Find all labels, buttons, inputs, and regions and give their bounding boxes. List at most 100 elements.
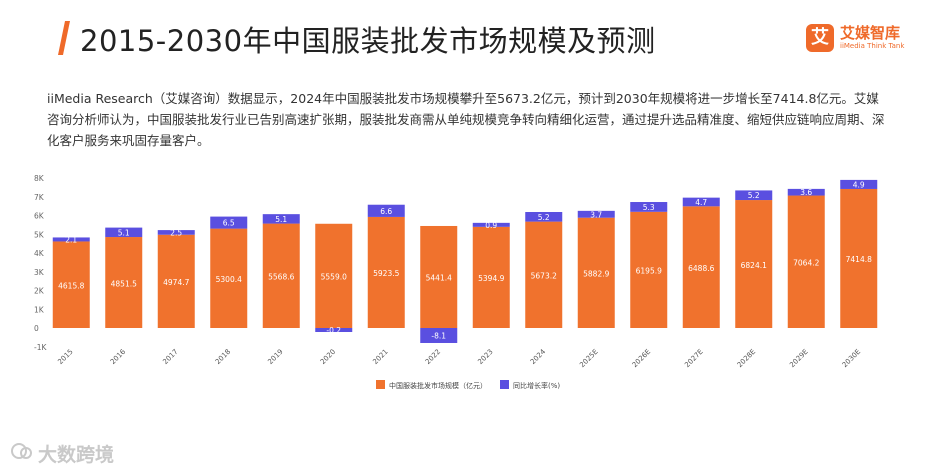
title-accent-slash bbox=[58, 21, 70, 55]
growth-rate-label: 2.5 bbox=[170, 228, 182, 237]
growth-rate-bar bbox=[577, 210, 615, 218]
x-tick-label: 2028E bbox=[736, 348, 757, 369]
growth-rate-bar bbox=[525, 212, 563, 222]
growth-rate-label: 6.5 bbox=[223, 219, 235, 228]
x-tick-label: 2018 bbox=[214, 348, 232, 366]
y-tick-label: 6K bbox=[34, 212, 45, 221]
growth-rate-label: 5.1 bbox=[118, 228, 130, 237]
y-tick-label: 1K bbox=[34, 305, 45, 314]
market-size-bar bbox=[525, 221, 563, 328]
growth-rate-bar bbox=[840, 179, 878, 189]
y-tick-label: -1K bbox=[34, 343, 47, 352]
market-size-label: 5673.2 bbox=[531, 272, 557, 281]
market-size-bar bbox=[787, 195, 825, 328]
growth-rate-label: 4.9 bbox=[853, 180, 865, 189]
market-size-label: 4615.8 bbox=[58, 281, 84, 290]
legend-swatch-market-size bbox=[376, 380, 385, 389]
market-size-bar bbox=[367, 216, 405, 328]
market-size-bar bbox=[472, 226, 510, 328]
market-size-bar bbox=[630, 211, 668, 328]
x-tick-label: 2016 bbox=[109, 347, 128, 366]
market-size-bar bbox=[157, 234, 195, 328]
market-size-label: 7064.2 bbox=[793, 259, 819, 268]
market-size-label: 5923.5 bbox=[373, 269, 399, 278]
x-tick-label: 2026E bbox=[631, 348, 652, 369]
x-tick-label: 2019 bbox=[266, 348, 284, 366]
growth-rate-label: -0.2 bbox=[326, 326, 341, 335]
growth-rate-label: 5.1 bbox=[275, 215, 287, 224]
growth-rate-label: 5.3 bbox=[643, 203, 655, 212]
growth-rate-label: -8.1 bbox=[431, 331, 446, 340]
y-tick-label: 7K bbox=[34, 193, 45, 202]
watermark-text: 大数跨境 bbox=[38, 444, 115, 466]
market-size-label: 5300.4 bbox=[216, 275, 242, 284]
growth-rate-bar bbox=[52, 237, 90, 242]
market-size-label: 5559.0 bbox=[321, 273, 347, 282]
logo-mark-icon: 艾 bbox=[806, 24, 834, 52]
growth-rate-label: 4.7 bbox=[695, 198, 707, 207]
growth-rate-bar bbox=[630, 202, 668, 212]
market-size-label: 4851.5 bbox=[111, 279, 137, 288]
growth-rate-label: 5.2 bbox=[748, 191, 760, 200]
x-tick-label: 2030E bbox=[841, 348, 862, 369]
x-tick-label: 2022 bbox=[424, 348, 442, 366]
logo-name: 艾媒智库 bbox=[840, 24, 901, 42]
page-title: 2015-2030年中国服装批发市场规模及预测 bbox=[80, 24, 656, 58]
market-size-bar bbox=[105, 237, 143, 328]
brand-logo: 艾 艾媒智库 iiMedia Think Tank bbox=[806, 22, 914, 56]
growth-rate-bar bbox=[420, 328, 458, 343]
market-size-label: 5882.9 bbox=[583, 270, 609, 279]
x-tick-label: 2015 bbox=[56, 348, 74, 366]
growth-rate-bar bbox=[682, 197, 720, 207]
x-tick-label: 2021 bbox=[371, 348, 389, 366]
growth-rate-label: 6.6 bbox=[380, 207, 392, 216]
growth-rate-label: 3.7 bbox=[590, 210, 602, 219]
growth-rate-label: 2.1 bbox=[65, 235, 77, 244]
x-tick-label: 2025E bbox=[578, 348, 599, 369]
growth-rate-bar bbox=[210, 216, 248, 229]
legend-label-market-size: 中国服装批发市场规模（亿元） bbox=[389, 381, 487, 390]
chat-bubble-icon bbox=[11, 443, 32, 459]
x-tick-label: 2020 bbox=[319, 348, 337, 366]
x-tick-label: 2027E bbox=[683, 348, 704, 369]
growth-rate-label: 3.6 bbox=[800, 188, 812, 197]
market-size-label: 6195.9 bbox=[636, 267, 662, 276]
y-tick-label: 2K bbox=[34, 287, 45, 296]
legend-label-growth-rate: 同比增长率(%) bbox=[513, 381, 560, 390]
market-size-bar bbox=[735, 200, 773, 328]
growth-rate-bar bbox=[157, 230, 195, 235]
market-size-bar bbox=[420, 225, 458, 328]
market-size-label: 5568.6 bbox=[268, 273, 294, 282]
market-size-bar bbox=[315, 223, 353, 328]
growth-rate-bar bbox=[262, 214, 300, 224]
market-size-label: 5394.9 bbox=[478, 274, 504, 283]
y-tick-label: 8K bbox=[34, 174, 45, 183]
market-size-bar bbox=[262, 223, 300, 328]
market-size-bar bbox=[840, 188, 878, 328]
y-tick-label: 5K bbox=[34, 230, 45, 239]
growth-rate-label: 5.2 bbox=[538, 213, 550, 222]
logo-subtitle: iiMedia Think Tank bbox=[840, 42, 905, 50]
market-size-label: 7414.8 bbox=[846, 255, 872, 264]
market-size-label: 5441.4 bbox=[426, 274, 452, 283]
market-size-label: 6824.1 bbox=[741, 261, 767, 270]
y-tick-label: 3K bbox=[34, 268, 45, 277]
market-size-label: 6488.6 bbox=[688, 264, 714, 273]
growth-rate-bar bbox=[105, 227, 143, 238]
y-tick-label: 4K bbox=[34, 249, 45, 258]
description-paragraph: iiMedia Research（艾媒咨询）数据显示，2024年中国服装批发市场… bbox=[47, 91, 885, 148]
growth-rate-bar bbox=[735, 190, 773, 201]
x-tick-label: 2024 bbox=[529, 347, 548, 366]
growth-rate-bar bbox=[787, 188, 825, 196]
market-size-bar bbox=[210, 228, 248, 328]
growth-rate-bar bbox=[367, 204, 405, 217]
growth-rate-label: 0.9 bbox=[485, 221, 497, 230]
x-tick-label: 2023 bbox=[476, 348, 494, 366]
market-size-bar bbox=[52, 241, 90, 328]
market-size-bar bbox=[682, 206, 720, 328]
market-size-bar bbox=[577, 217, 615, 328]
x-tick-label: 2017 bbox=[161, 348, 179, 366]
market-size-label: 4974.7 bbox=[163, 278, 189, 287]
y-tick-label: 0 bbox=[34, 324, 39, 333]
